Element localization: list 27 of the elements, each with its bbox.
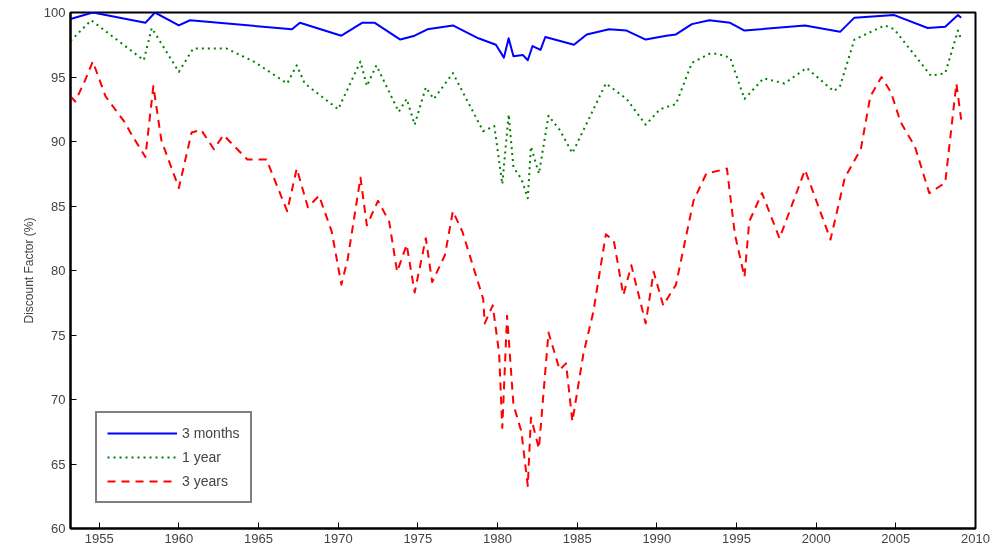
y-tick-label: 65 — [51, 456, 66, 472]
x-tick-label: 1995 — [722, 530, 751, 546]
x-tick-label: 1955 — [84, 530, 114, 546]
x-tick-label: 1975 — [403, 530, 433, 546]
x-tick-label: 1980 — [483, 530, 512, 546]
y-tick-label: 80 — [51, 263, 66, 278]
line-series — [70, 60, 963, 487]
legend-label: 3 months — [182, 425, 240, 441]
y-tick-label: 75 — [51, 327, 66, 343]
x-tick-label: 1990 — [642, 530, 672, 546]
x-tick-label: 2010 — [961, 530, 990, 546]
legend-label: 3 years — [182, 473, 228, 489]
y-tick-label: 90 — [51, 134, 66, 149]
y-tick-label: 85 — [51, 198, 66, 214]
x-tick-label: 1960 — [164, 530, 194, 546]
x-tick-label: 1970 — [323, 530, 353, 546]
x-tick-label: 1985 — [562, 530, 592, 546]
y-axis-title: Discount Factor (%) — [21, 217, 36, 324]
x-tick-label: 2005 — [881, 530, 911, 546]
y-tick-label: 60 — [51, 521, 66, 536]
y-tick-label: 70 — [51, 392, 66, 407]
legend-label: 1 year — [182, 449, 221, 465]
y-tick-label: 100 — [43, 5, 66, 20]
line-series — [70, 12, 963, 62]
y-tick-label: 95 — [51, 69, 66, 85]
x-tick-label: 2000 — [801, 530, 831, 546]
x-tick-label: 1965 — [244, 530, 273, 546]
